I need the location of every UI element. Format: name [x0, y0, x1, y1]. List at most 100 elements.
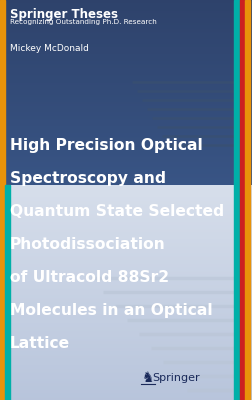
Bar [0, 215, 252, 216]
Bar [0, 31, 252, 32]
Bar [0, 112, 252, 113]
Bar [0, 246, 252, 247]
Bar [0, 305, 252, 306]
Bar [0, 71, 252, 72]
Bar [0, 103, 252, 104]
Bar [0, 155, 252, 156]
Bar [0, 162, 252, 163]
Bar [0, 382, 252, 383]
Bar [0, 44, 252, 45]
Bar [0, 37, 252, 38]
Bar [0, 245, 252, 246]
Bar [0, 52, 252, 53]
Bar [0, 230, 252, 231]
Text: Molecules in an Optical: Molecules in an Optical [10, 303, 213, 318]
Bar [0, 116, 252, 117]
Bar [0, 244, 252, 245]
Bar [0, 394, 252, 395]
Bar [0, 38, 252, 39]
Bar [0, 66, 252, 67]
Bar [0, 189, 252, 190]
Bar [0, 275, 252, 276]
Bar [0, 235, 252, 236]
Bar [0, 179, 252, 180]
Bar [0, 356, 252, 357]
Bar [0, 339, 252, 340]
Bar [0, 396, 252, 397]
Bar [0, 199, 252, 200]
Bar [0, 123, 252, 124]
Bar [0, 319, 252, 320]
Bar [0, 119, 252, 120]
Bar [0, 267, 252, 268]
Bar [0, 0, 5, 400]
Bar [0, 127, 252, 128]
Bar [0, 33, 252, 34]
Bar [0, 22, 252, 23]
Bar [0, 82, 252, 83]
Bar [0, 269, 252, 270]
Bar [0, 92, 252, 93]
Bar [0, 333, 252, 334]
Bar [0, 23, 252, 24]
Bar [0, 288, 252, 289]
Bar [0, 226, 252, 227]
Bar [0, 113, 252, 114]
Bar [0, 173, 252, 174]
Bar [0, 236, 252, 237]
Bar [0, 299, 252, 300]
Bar [0, 167, 252, 168]
Bar [0, 310, 252, 311]
Bar [0, 169, 252, 170]
Bar [0, 39, 252, 40]
Bar [0, 156, 252, 157]
Bar [0, 154, 252, 155]
Bar [0, 72, 252, 73]
Bar [0, 134, 252, 135]
Bar [0, 265, 252, 266]
Bar [0, 258, 252, 259]
Bar [0, 168, 252, 169]
Bar [0, 68, 252, 69]
Bar [0, 128, 252, 129]
Bar [0, 12, 252, 13]
Bar [0, 363, 252, 364]
Bar [0, 80, 252, 81]
Bar [0, 341, 252, 342]
Bar [0, 332, 252, 333]
Bar [0, 322, 252, 323]
Bar [0, 94, 252, 95]
Bar [0, 83, 252, 84]
Bar [0, 110, 252, 111]
Bar [0, 210, 252, 211]
Bar [0, 147, 252, 148]
Bar [0, 353, 252, 354]
Bar [0, 73, 252, 74]
Bar [0, 185, 252, 186]
Bar [0, 355, 252, 356]
Bar [0, 34, 252, 35]
Bar [0, 330, 252, 331]
Bar [0, 115, 252, 116]
Bar [0, 130, 252, 131]
Bar [0, 0, 252, 1]
Bar [0, 29, 252, 30]
Bar [0, 49, 252, 50]
Bar [0, 383, 252, 384]
Bar [0, 117, 252, 118]
Bar [0, 184, 252, 185]
Bar [0, 232, 252, 233]
Bar [0, 121, 252, 122]
Bar [0, 41, 252, 42]
Bar [0, 30, 252, 31]
Bar [0, 389, 252, 390]
Bar [0, 273, 252, 274]
Bar [0, 150, 252, 151]
Bar [0, 51, 252, 52]
Bar [0, 209, 252, 210]
Bar [0, 354, 252, 355]
Bar [0, 188, 252, 189]
Bar [0, 88, 252, 89]
Bar [0, 327, 252, 328]
Bar [0, 302, 252, 303]
